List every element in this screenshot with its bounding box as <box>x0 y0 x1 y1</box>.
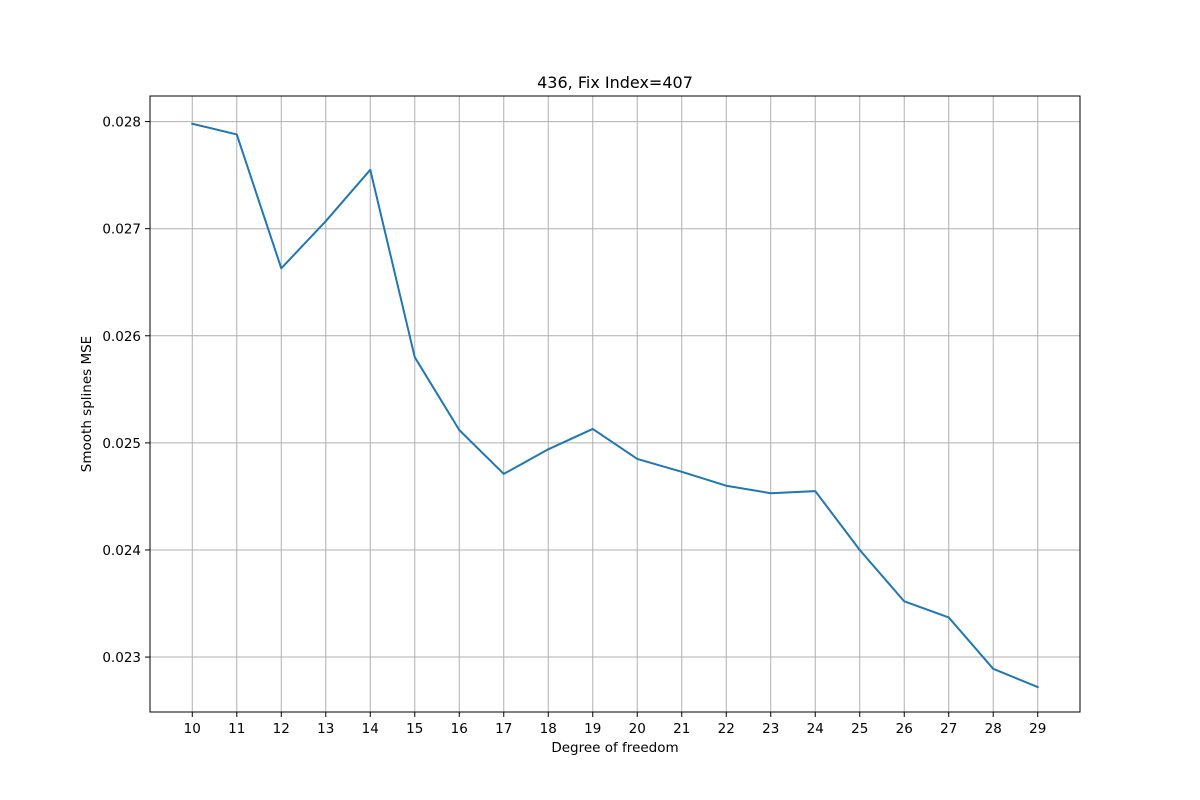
grid <box>150 96 1080 712</box>
x-tick-label: 20 <box>629 721 646 737</box>
x-tick-label: 16 <box>451 721 468 737</box>
x-tick-label: 11 <box>228 721 245 737</box>
x-tick-label: 17 <box>495 721 512 737</box>
y-tick-label: 0.024 <box>102 543 141 559</box>
x-tick-label: 18 <box>540 721 557 737</box>
y-tick-label: 0.027 <box>102 222 141 238</box>
y-tick-label: 0.025 <box>102 436 141 452</box>
axis-ticks: 10 11 12 13 14 15 16 17 18 19 20 21 22 23 24 25 26 27 28 29… <box>102 115 1046 737</box>
x-tick-label: 21 <box>673 721 690 737</box>
series-layer <box>191 122 1040 689</box>
y-tick-label: 0.026 <box>102 329 141 345</box>
plot-area-frame <box>149 95 1081 713</box>
x-tick-label: 14 <box>362 721 379 737</box>
x-tick-label: 29 <box>1029 721 1046 737</box>
y-tick-label: 0.028 <box>102 115 141 131</box>
y-axis-title: Smooth splines MSE <box>79 336 95 472</box>
x-tick-label: 25 <box>851 721 868 737</box>
x-tick-label: 26 <box>896 721 913 737</box>
x-tick-label: 23 <box>762 721 779 737</box>
chart-title: 436, Fix Index=407 <box>537 73 693 92</box>
x-tick-label: 10 <box>184 721 201 737</box>
x-tick-label: 15 <box>406 721 423 737</box>
x-axis-title: Degree of freedom <box>551 740 678 756</box>
x-tick-label: 28 <box>985 721 1002 737</box>
x-tick-label: 13 <box>317 721 334 737</box>
x-tick-label: 22 <box>718 721 735 737</box>
y-tick-label: 0.023 <box>102 650 141 666</box>
x-tick-label: 24 <box>807 721 824 737</box>
x-tick-label: 27 <box>940 721 957 737</box>
series-line <box>191 122 1040 689</box>
x-tick-label: 19 <box>584 721 601 737</box>
x-tick-label: 12 <box>273 721 290 737</box>
